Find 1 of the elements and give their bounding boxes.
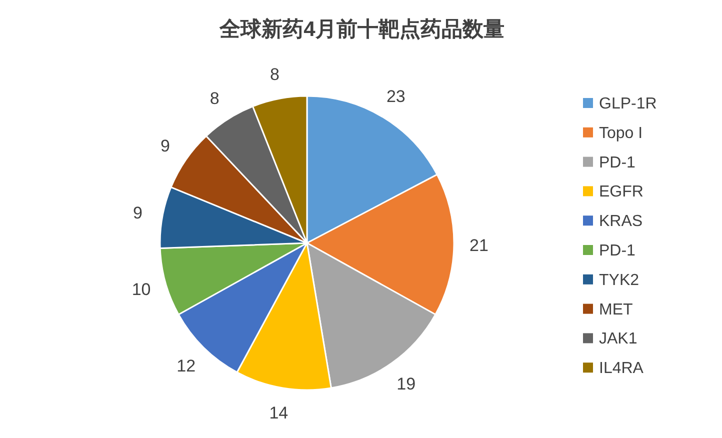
title: 全球新药4月前十靶点药品数量 <box>220 18 504 41</box>
